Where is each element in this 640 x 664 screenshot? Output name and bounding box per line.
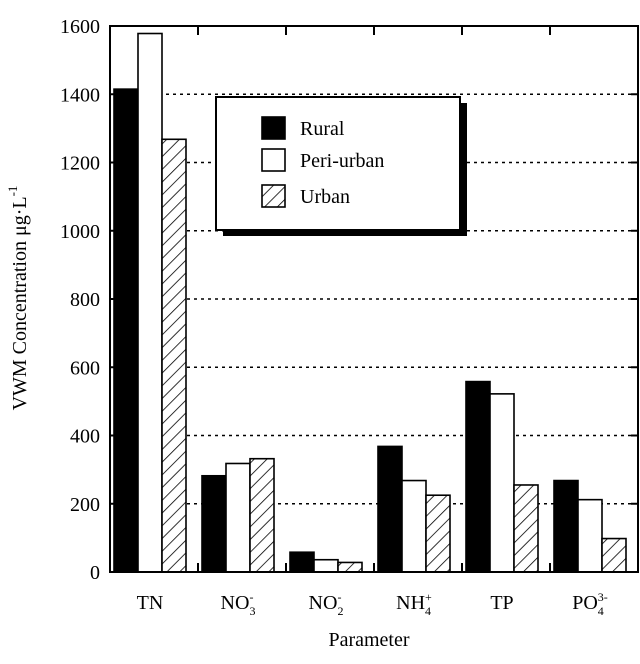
y-tick-label: 200: [70, 494, 100, 516]
x-axis: TN NO-3 NO-2 NH+ 4 TP PO3-4: [137, 26, 608, 618]
legend-label: Rural: [300, 118, 345, 140]
legend-box: [215, 96, 461, 231]
legend: Rural Peri-urban Urban: [215, 96, 467, 236]
bar-urban-4: [425, 494, 451, 573]
y-axis: 0 200 400 600 800 1000 1200 1400 1600: [60, 16, 638, 584]
x-tick-label: NO-2: [309, 590, 344, 618]
x-tick-label: TN: [137, 592, 164, 614]
y-tick-label: 1600: [60, 16, 100, 38]
bar-urban-3: [337, 561, 363, 573]
y-tick-label: 1000: [60, 221, 100, 243]
x-tick-label: NH+ 4: [396, 590, 432, 618]
bar-urban-2: [249, 457, 275, 573]
y-tick-label: 0: [90, 562, 100, 584]
bar-peri-urban-2: [225, 462, 251, 573]
y-tick-label: 1400: [60, 84, 100, 106]
x-tick-label: NO-3: [221, 590, 256, 618]
bar-rural-4: [377, 445, 403, 573]
bar-rural-1: [113, 88, 139, 573]
x-axis-title: Parameter: [328, 629, 409, 651]
bar-peri-urban-5: [489, 393, 515, 573]
bar-peri-urban-6: [577, 498, 603, 573]
legend-swatch-urban: [261, 184, 286, 208]
bar-rural-2: [201, 474, 227, 573]
y-tick-label: 800: [70, 289, 100, 311]
y-tick-label: 600: [70, 357, 100, 379]
bar-rural-5: [465, 380, 491, 573]
x-tick-label: PO3-4: [572, 590, 608, 618]
y-tick-label: 1200: [60, 153, 100, 175]
y-axis-title: VWM Concentration μg·L-1: [5, 186, 31, 411]
legend-label: Urban: [300, 186, 350, 208]
bar-urban-5: [513, 484, 539, 573]
bars: [113, 32, 627, 573]
legend-swatch-peri-urban: [261, 148, 286, 172]
bar-urban-1: [161, 138, 187, 573]
bar-peri-urban-4: [401, 479, 427, 573]
legend-label: Peri-urban: [300, 150, 384, 172]
bar-peri-urban-3: [313, 558, 339, 573]
legend-swatch-rural: [261, 116, 286, 140]
y-tick-label: 400: [70, 426, 100, 448]
bar-rural-3: [289, 551, 315, 573]
bar-peri-urban-1: [137, 32, 163, 573]
x-tick-label: TP: [490, 592, 513, 614]
bar-urban-6: [601, 537, 627, 573]
bar-rural-6: [553, 479, 579, 573]
